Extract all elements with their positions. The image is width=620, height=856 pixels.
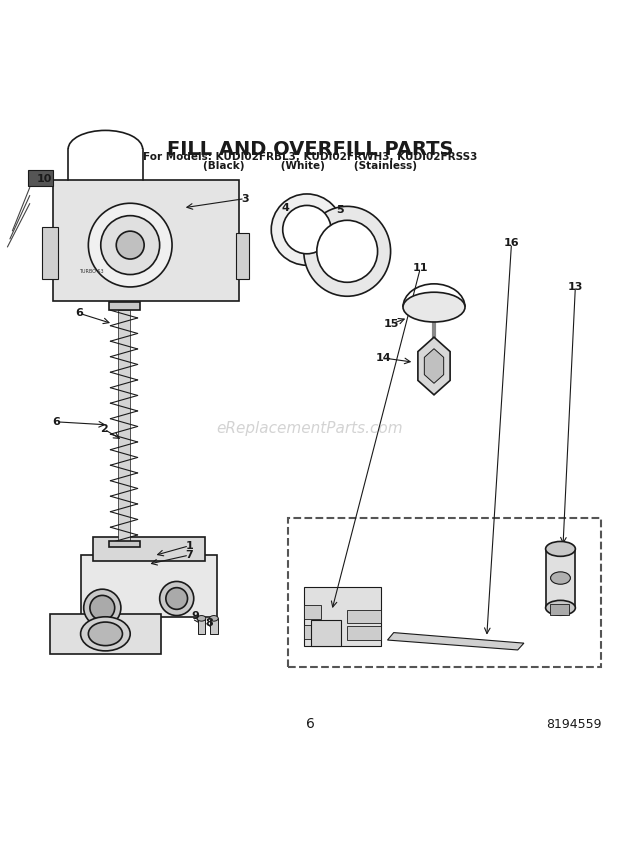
Text: (Black)          (White)        (Stainless): (Black) (White) (Stainless) (203, 162, 417, 171)
Bar (288, 518, 601, 667)
Ellipse shape (551, 572, 570, 585)
Ellipse shape (81, 617, 130, 651)
Ellipse shape (89, 622, 123, 645)
Text: 10: 10 (37, 174, 52, 184)
Text: 6: 6 (76, 308, 83, 318)
Bar (108, 541, 140, 547)
Bar (311, 621, 341, 646)
Ellipse shape (546, 542, 575, 556)
Text: FILL AND OVERFILL PARTS: FILL AND OVERFILL PARTS (167, 140, 453, 158)
Text: 2: 2 (100, 425, 108, 434)
Ellipse shape (283, 205, 331, 253)
Bar (53, 180, 239, 301)
Ellipse shape (166, 588, 187, 609)
Bar (304, 587, 381, 646)
Text: For Models: KUDI02FRBL3, KUDI02FRWH3, KUDI02FRSS3: For Models: KUDI02FRBL3, KUDI02FRWH3, KU… (143, 152, 477, 162)
Polygon shape (388, 633, 524, 650)
Ellipse shape (90, 596, 115, 621)
Text: 15: 15 (384, 318, 399, 329)
Bar (198, 618, 205, 634)
Ellipse shape (317, 220, 378, 282)
Ellipse shape (210, 615, 218, 621)
Text: 16: 16 (503, 238, 520, 248)
Bar (347, 609, 381, 623)
Text: TURBO S3: TURBO S3 (79, 270, 104, 274)
Ellipse shape (403, 292, 465, 322)
Ellipse shape (100, 216, 159, 275)
Bar (118, 310, 130, 543)
Bar (81, 555, 217, 617)
Bar (42, 227, 58, 279)
Bar (236, 233, 249, 279)
Bar (93, 537, 205, 562)
Polygon shape (418, 337, 450, 395)
Bar (210, 618, 218, 634)
Bar (108, 301, 140, 310)
Text: 5: 5 (336, 205, 343, 215)
Text: 14: 14 (375, 353, 391, 363)
Text: 3: 3 (241, 193, 249, 204)
Ellipse shape (304, 206, 391, 296)
Text: 6: 6 (306, 716, 314, 730)
Text: 13: 13 (568, 282, 583, 292)
Text: 9: 9 (192, 611, 199, 621)
Ellipse shape (546, 600, 575, 615)
Text: 8: 8 (206, 618, 213, 627)
Bar (550, 604, 569, 615)
Ellipse shape (197, 615, 206, 621)
Text: 6: 6 (52, 417, 60, 427)
Text: 11: 11 (413, 263, 428, 273)
Bar (50, 614, 161, 654)
Text: 4: 4 (281, 203, 289, 213)
Bar (28, 170, 53, 187)
Ellipse shape (84, 589, 121, 627)
Text: 7: 7 (185, 550, 193, 560)
Bar (546, 549, 575, 608)
Ellipse shape (159, 581, 193, 615)
Ellipse shape (116, 231, 144, 259)
Ellipse shape (272, 194, 342, 265)
Ellipse shape (88, 203, 172, 287)
Text: 1: 1 (185, 541, 193, 550)
Bar (347, 627, 381, 640)
Polygon shape (424, 348, 444, 383)
Bar (304, 605, 321, 619)
Text: 8194559: 8194559 (546, 717, 601, 730)
Bar (304, 625, 321, 639)
Text: eReplacementParts.com: eReplacementParts.com (216, 420, 404, 436)
